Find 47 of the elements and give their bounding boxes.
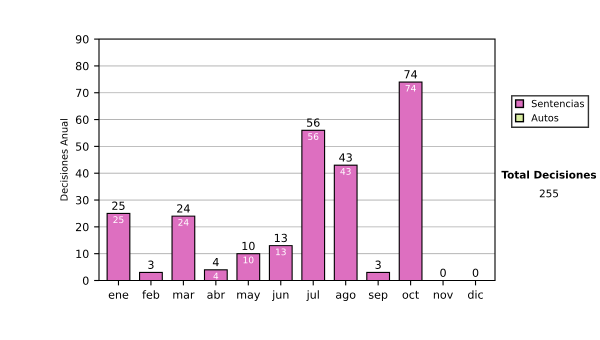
x-tick-label: ago [336,292,356,301]
total-label: 4 [212,258,219,266]
data-label: 13 [276,248,286,256]
total-label: 56 [307,118,320,127]
total-label: 0 [472,268,478,278]
y-tick-label: 40 [76,169,89,178]
data-label: 24 [178,218,189,226]
data-label: 43 [340,168,351,175]
x-tick-label: oct [402,290,419,299]
y-tick-label: 50 [76,142,89,151]
x-tick-label: sep [368,292,388,301]
total-label: 25 [112,202,125,210]
total-label: 10 [242,242,255,250]
y-tick-label: 60 [76,116,89,124]
total-label: 3 [375,260,381,269]
x-tick-label: nov [434,292,453,299]
total-label: 43 [339,153,352,162]
legend-label: Autos [531,114,558,122]
y-axis-title: Decisiones Anual [60,119,68,200]
text: 255 [540,189,558,198]
x-tick-label: dic [468,290,483,299]
y-tick-label: 30 [76,196,89,204]
total-label: 74 [404,70,418,78]
total-label: 13 [274,234,287,242]
x-tick-label: feb [142,290,160,299]
y-tick-label: 70 [76,88,89,98]
x-tick-label: ene [108,292,128,299]
data-label: 10 [244,256,254,264]
x-tick-label: abr [207,290,226,299]
y-tick-label: 20 [76,222,89,232]
x-tick-label: jun [272,290,288,301]
y-tick-label: 0 [82,276,89,285]
y-tick-label: 10 [76,250,89,258]
text: Total Decisiones [501,170,596,179]
total-label: 3 [148,260,154,269]
y-tick-label: 90 [76,35,89,44]
x-tick-label: may [237,292,260,301]
total-label: 0 [440,268,446,278]
data-label: 56 [308,133,318,140]
legend-label: Sentencias [532,100,584,108]
data-label: 74 [406,84,416,92]
x-tick-label: jul [306,290,319,301]
y-tick-label: 80 [76,62,89,70]
data-label: 4 [213,272,218,280]
data-label: 25 [113,216,124,224]
total-label: 24 [177,204,190,212]
x-tick-label: mar [173,292,194,299]
